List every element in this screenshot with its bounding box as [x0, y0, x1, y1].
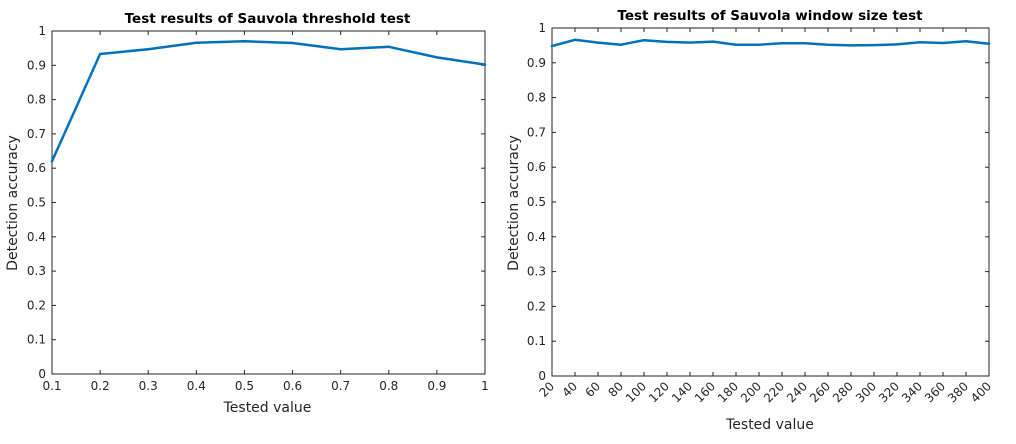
x-tick-label: 0.8	[379, 379, 398, 393]
data-point	[596, 41, 600, 44]
y-tick-label: 0	[38, 367, 46, 381]
data-point	[964, 40, 968, 43]
y-tick-label: 0	[538, 369, 546, 383]
y-tick-label: 0.7	[527, 125, 546, 139]
data-point	[435, 56, 439, 59]
y-tick-label: 0.1	[27, 333, 46, 347]
data-point	[987, 42, 991, 45]
x-tick-label: 0.5	[235, 379, 254, 393]
data-point	[803, 42, 807, 45]
data-point	[243, 40, 246, 43]
chart-title: Test results of Sauvola window size test	[617, 8, 923, 24]
threshold-test-chart: Test results of Sauvola threshold test T…	[5, 11, 489, 416]
data-point	[642, 38, 646, 42]
data-point	[98, 52, 102, 56]
y-tick-label: 0.6	[27, 161, 46, 175]
data-point	[711, 40, 715, 43]
data-point	[849, 44, 853, 47]
data-point	[147, 47, 150, 51]
data-point	[483, 63, 487, 66]
y-tick-label: 1	[38, 24, 46, 38]
data-point	[573, 38, 577, 42]
data-point	[195, 41, 198, 44]
y-tick-label: 0.3	[27, 264, 46, 278]
y-axis-label: Detection accuracy	[5, 135, 21, 271]
data-point	[387, 45, 390, 48]
data-point	[895, 43, 899, 46]
data-point	[872, 43, 876, 47]
y-tick-label: 0.1	[527, 334, 546, 348]
data-point	[291, 41, 294, 45]
y-tick-label: 0.2	[27, 298, 46, 312]
x-axis-label: Tested value	[223, 400, 312, 416]
data-point	[339, 47, 342, 51]
y-tick-label: 0.9	[27, 58, 46, 72]
data-point	[826, 43, 830, 46]
data-point	[50, 160, 54, 163]
y-tick-label: 0.8	[527, 91, 546, 105]
data-point	[734, 43, 738, 46]
y-tick-label: 0.5	[527, 195, 546, 209]
data-point	[757, 43, 761, 46]
data-point	[780, 42, 784, 45]
y-tick-label: 0.9	[527, 56, 546, 70]
chart-title: Test results of Sauvola threshold test	[125, 11, 411, 27]
x-tick-label: 0.4	[187, 379, 206, 393]
y-tick-label: 0.4	[27, 230, 46, 244]
y-tick-label: 0.6	[527, 160, 546, 174]
x-tick-label: 0.9	[427, 379, 446, 393]
x-tick-label: 0.1	[42, 379, 61, 393]
data-point	[918, 41, 922, 44]
y-tick-label: 0.7	[27, 127, 46, 141]
data-point	[941, 41, 945, 45]
data-point	[688, 41, 692, 44]
x-tick-label: 0.6	[283, 379, 302, 393]
y-tick-label: 0.5	[27, 196, 46, 210]
y-tick-label: 0.3	[527, 265, 546, 279]
x-axis-label: Tested value	[725, 417, 814, 433]
y-tick-label: 0.2	[527, 299, 546, 313]
data-point	[550, 44, 554, 48]
x-tick-label: 1	[481, 379, 489, 393]
y-tick-label: 1	[538, 21, 546, 35]
y-tick-label: 0.8	[27, 93, 46, 107]
series-line	[550, 38, 991, 48]
y-tick-label: 0.4	[527, 230, 546, 244]
y-axis-label: Detection accuracy	[506, 135, 522, 271]
x-tick-label: 0.3	[139, 379, 158, 393]
series-line	[50, 40, 487, 163]
x-tick-label: 0.7	[331, 379, 350, 393]
x-tick-label: 0.2	[91, 379, 110, 393]
data-point	[619, 43, 623, 46]
data-point	[665, 40, 669, 44]
